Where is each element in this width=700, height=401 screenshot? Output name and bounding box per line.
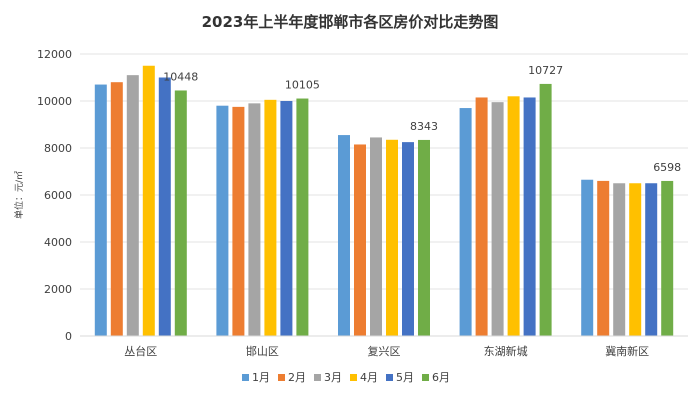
- x-category-label: 丛台区: [124, 344, 157, 358]
- y-tick-label: 10000: [37, 95, 72, 108]
- bar: [507, 96, 520, 336]
- bar: [539, 83, 552, 336]
- legend-label: 4月: [360, 371, 378, 384]
- x-category-label: 复兴区: [368, 344, 401, 358]
- bar: [232, 106, 245, 336]
- bar: [126, 75, 139, 337]
- bar: [142, 65, 155, 336]
- y-tick-label: 4000: [44, 236, 72, 249]
- legend-swatch: [422, 374, 429, 381]
- bar: [174, 90, 187, 336]
- bar: [523, 97, 536, 336]
- bar: [418, 139, 430, 336]
- bar: [110, 82, 123, 336]
- bars: [94, 65, 674, 337]
- bar: [158, 77, 171, 336]
- bar: [280, 101, 293, 336]
- x-category-label: 东湖新城: [484, 344, 528, 358]
- x-axis-categories: 丛台区 邯山区 复兴区 东湖新城 冀南新区: [124, 344, 649, 358]
- bar: [402, 142, 414, 336]
- legend-swatch: [386, 374, 393, 381]
- bar: [597, 180, 610, 336]
- bar: [296, 98, 309, 336]
- bar: [94, 84, 107, 336]
- bar: [581, 179, 594, 336]
- y-tick-label: 8000: [44, 142, 72, 155]
- bar: [370, 137, 382, 336]
- data-label: 10727: [528, 64, 563, 77]
- bar: [645, 183, 658, 336]
- bar: [629, 183, 642, 336]
- bar: [248, 103, 261, 336]
- y-tick-label: 12000: [37, 48, 72, 61]
- bar: [216, 105, 229, 336]
- legend-swatch: [314, 374, 321, 381]
- legend: 1月 2月 3月 4月 5月 6月: [242, 371, 450, 384]
- y-axis-ticks: 0 2000 4000 6000 8000 10000 12000: [37, 48, 72, 343]
- data-labels: 10448 10105 8343 10727 6598: [163, 64, 681, 174]
- bar: [338, 135, 350, 336]
- legend-label: 3月: [324, 371, 342, 384]
- bar: [661, 180, 674, 336]
- bar: [354, 144, 366, 336]
- legend-label: 2月: [288, 371, 306, 384]
- x-category-label: 冀南新区: [605, 344, 649, 358]
- legend-label: 6月: [432, 371, 450, 384]
- legend-swatch: [242, 374, 249, 381]
- bar: [613, 183, 626, 336]
- bar: [386, 139, 398, 336]
- legend-label: 5月: [396, 371, 414, 384]
- x-category-label: 邯山区: [246, 344, 279, 358]
- data-label: 10448: [163, 70, 198, 83]
- chart-title: 2023年上半年度邯郸市各区房价对比走势图: [202, 13, 499, 31]
- legend-swatch: [350, 374, 357, 381]
- y-tick-label: 6000: [44, 189, 72, 202]
- bar: [491, 102, 504, 336]
- legend-swatch: [278, 374, 285, 381]
- data-label: 8343: [410, 120, 438, 133]
- data-label: 6598: [653, 161, 681, 174]
- bar: [264, 99, 277, 336]
- legend-label: 1月: [252, 371, 270, 384]
- y-tick-label: 2000: [44, 283, 72, 296]
- data-label: 10105: [285, 79, 320, 92]
- y-tick-label: 0: [65, 330, 72, 343]
- bar: [459, 108, 472, 336]
- gridlines: [80, 53, 688, 290]
- bar: [475, 97, 488, 336]
- y-axis-label: 单位：元/㎡: [13, 171, 25, 219]
